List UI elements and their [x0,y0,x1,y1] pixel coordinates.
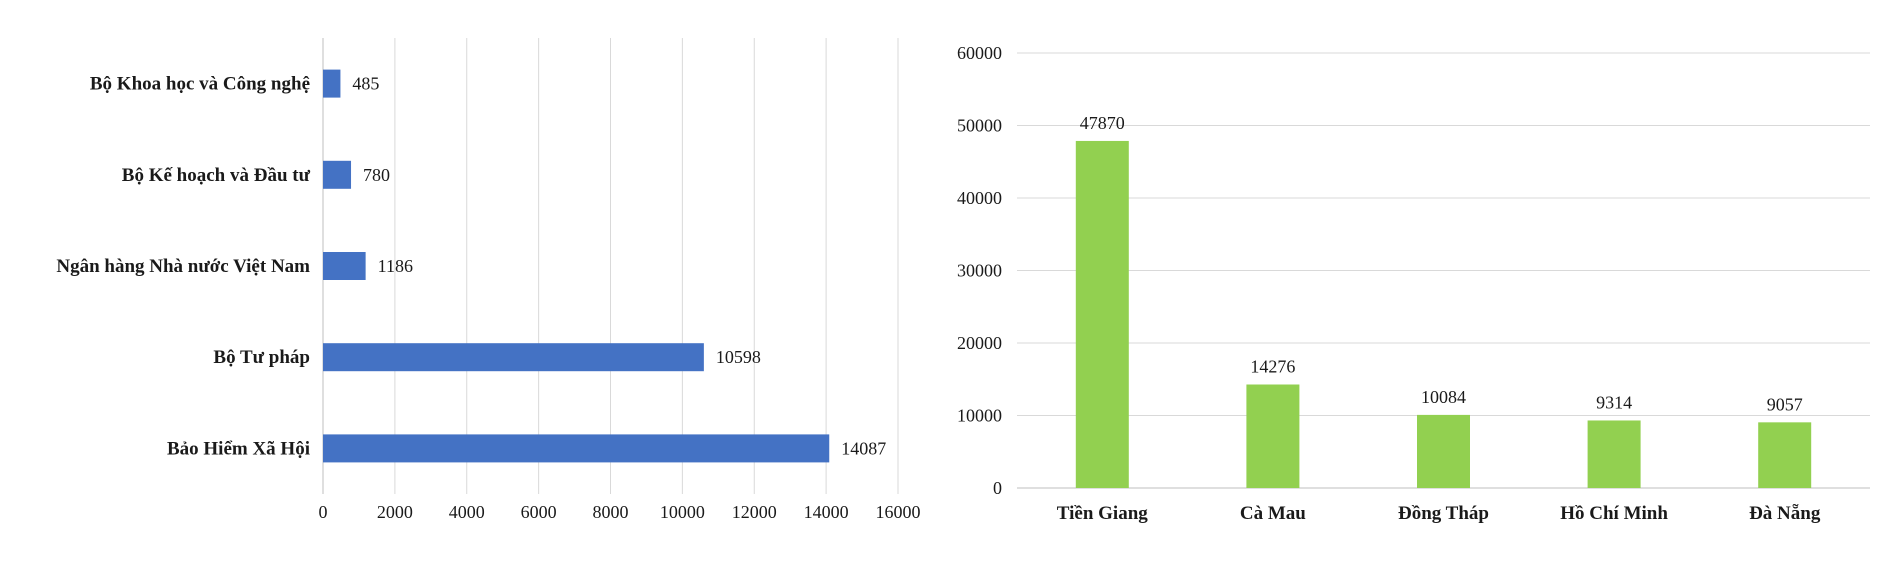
data-label: 14276 [1250,356,1295,376]
x-tick-label: 6000 [521,502,557,522]
bar [1587,420,1641,488]
data-label: 780 [363,165,390,185]
bar [323,160,352,189]
y-tick-label: 40000 [957,188,1002,208]
y-tick-label: 50000 [957,116,1002,136]
data-label: 1186 [378,256,413,276]
x-tick-label: 8000 [593,502,629,522]
left-bar-chart: 0 2000 4000 6000 8000 10000 12000 14000 16000 Bộ … [0,0,950,564]
bar [1246,384,1300,488]
x-tick-label: 2000 [377,502,413,522]
bar [323,69,341,98]
x-tick-label: 14000 [804,502,849,522]
category-label: Bảo Hiểm Xã Hội [167,438,310,459]
data-label: 9314 [1596,392,1632,412]
data-label: 485 [352,74,379,94]
data-label: 14087 [841,438,886,458]
data-label: 9057 [1767,394,1803,414]
y-tick-label: 20000 [957,333,1002,353]
x-tick-label: 16000 [876,502,921,522]
bar [323,252,366,280]
bar [1075,140,1129,488]
category-label: Bộ Khoa học và Công nghệ [90,74,310,95]
bar [1417,414,1470,488]
x-tick-label: 4000 [449,502,485,522]
right-chart-svg: 0 10000 20000 30000 40000 50000 60000 47870 Tiền… [957,43,1870,524]
y-tick-label: 30000 [957,261,1002,281]
data-label: 47870 [1080,113,1125,133]
bar [323,343,704,372]
x-tick-label: 12000 [732,502,777,522]
category-label: Hồ Chí Minh [1560,503,1668,524]
category-label: Bộ Kế hoạch và Đầu tư [122,165,311,186]
bar [323,434,830,463]
y-tick-label: 0 [993,478,1002,498]
y-tick-label: 10000 [957,406,1002,426]
category-label: Ngân hàng Nhà nước Việt Nam [56,256,310,277]
category-label: Cà Mau [1240,503,1306,524]
category-label: Đà Nẵng [1749,503,1821,524]
left-chart-svg: 0 2000 4000 6000 8000 10000 12000 14000 16000 Bộ … [56,38,921,522]
bar [1758,422,1812,488]
data-label: 10084 [1421,387,1466,407]
category-label: Tiền Giang [1057,503,1148,524]
x-tick-label: 10000 [660,502,705,522]
category-label: Đồng Tháp [1398,503,1489,524]
x-tick-label: 0 [319,502,328,522]
category-label: Bộ Tư pháp [213,347,310,368]
data-label: 10598 [716,347,761,367]
right-bar-chart: 0 10000 20000 30000 40000 50000 60000 47870 Tiền… [950,0,1886,564]
y-tick-label: 60000 [957,43,1002,63]
